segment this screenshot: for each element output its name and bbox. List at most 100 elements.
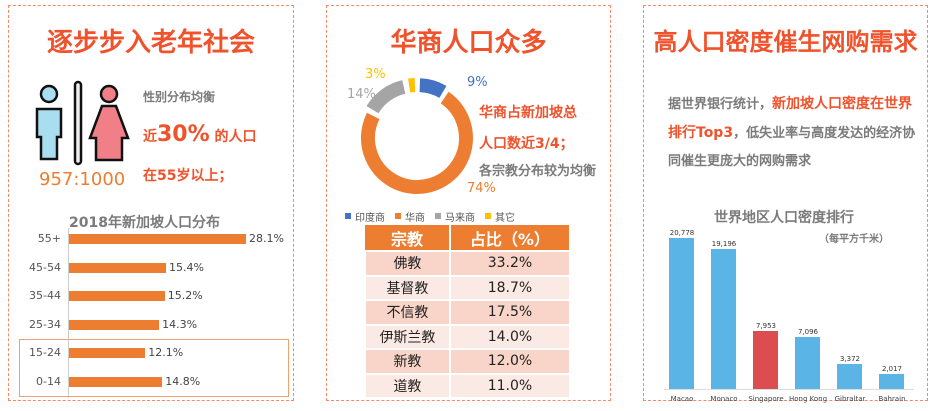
gender-label: 性别分布均衡 [143,90,216,104]
density-value: 19,196 [711,240,737,249]
table-row: 道教 11.0% [364,372,572,399]
para-a: 据世界银行统计， [668,97,773,112]
aging-line2: 在55岁以上； [143,168,233,184]
donut-slice-2 [366,80,406,114]
density-bar [753,331,778,389]
age-label: 0-14 [36,374,61,388]
col-religion: 宗教 [365,225,451,251]
share: 11.0% [448,372,572,399]
legend-label: 其它 [495,212,515,224]
donut-slice-0 [419,78,447,99]
religion-table: 宗教 占比（%） 佛教 33.2% 基督教 18.7% 不信教 17.5% 伊斯兰教 14… [364,225,572,399]
table-row: 新教 12.0% [364,348,572,375]
religion: 新教 [364,348,451,375]
legend-label: 华商 [405,212,425,224]
panel-title: 逐步步入老年社会 [46,28,255,58]
aging-line1: 近30% 的人口 [143,122,257,147]
age-axis [68,228,69,398]
age-chart-title: 2018年新加坡人口分布 [69,215,220,231]
density-bar [879,374,904,389]
legend-swatch [395,213,401,219]
legend-swatch [435,213,441,219]
share: 18.7% [448,274,572,301]
share: 14.0% [448,323,572,350]
table-row: 不信教 17.5% [364,299,572,326]
share: 17.5% [448,299,572,326]
density-label: Hong Kong [788,395,828,403]
age-bar [69,234,247,244]
age-value: 14.3% [162,317,198,331]
density-value: 2,017 [881,365,903,374]
density-value: 3,372 [839,355,861,364]
para-c: ，低失业率与高度发达的经济协同催生更庞大的网购需求 [668,126,916,169]
donut-legend: 印度商 华商 马来商 其它 [345,204,525,224]
share: 33.2% [448,250,572,277]
age-bar [69,376,163,387]
density-bar [795,337,820,389]
density-value: 20,778 [669,229,695,237]
density-chart-subtitle: （每平方千米） [819,234,889,245]
gender-ratio: 957:1000 [39,169,126,190]
chinese-text1: 华商占新加坡总 [479,105,577,121]
age-label: 55+ [37,232,61,245]
panel-title: 高人口密度催生网购需求 [653,28,918,56]
age-bar [69,348,146,358]
density-label: Singapore [748,395,784,403]
age-label: 35-44 [29,289,61,302]
age-label: 25-34 [29,317,61,331]
legend-item: 其它 [485,209,515,224]
donut-label: 9% [467,75,488,90]
divider-icon [73,80,83,166]
density-label: Monaco [710,395,738,403]
age-label: 15-24 [29,346,61,359]
age-value: 28.1% [249,232,284,245]
density-label: Macao [670,395,694,403]
legend-swatch [485,213,491,219]
donut-label: 74% [467,181,496,196]
table-row: 基督教 18.7% [364,274,572,301]
density-bar [669,238,694,389]
panel-title: 华商人口众多 [390,28,547,58]
female-icon [88,84,130,162]
age-bar [69,262,167,273]
density-bar [837,364,862,389]
chinese-text2: 人口数近3/4； [479,136,574,152]
density-baseline [664,389,914,390]
age-value: 15.4% [169,260,204,274]
density-value: 7,953 [755,322,777,331]
highlight-box [19,339,289,397]
gender-icon [35,80,130,166]
panel-chinese: 华商人口众多 9% 74% 14% 3% 华商占新加坡总 人口数近3/4； 各宗教分布… [326,5,611,401]
legend-label: 印度商 [355,212,385,224]
table-row: 伊斯兰教 14.0% [364,323,572,350]
religion: 基督教 [364,274,451,301]
density-label: Bahrain [878,395,906,403]
donut-slice-3 [408,78,416,93]
chinese-text3: 各宗教分布较为均衡 [479,164,597,179]
age-value: 15.2% [167,289,203,302]
donut-slice-1 [361,91,473,194]
ethnicity-donut: 9% 74% 14% 3% [347,67,496,196]
density-value: 7,096 [797,328,819,337]
religion: 佛教 [364,250,451,277]
col-share: 占比（%） [449,225,572,251]
density-bar [711,249,736,389]
religion: 不信教 [364,299,451,326]
age-bar [69,319,160,330]
religion: 伊斯兰教 [364,323,451,350]
age-bar [69,291,165,301]
aging-suffix: 的人口 [214,129,257,145]
religion: 道教 [364,372,451,399]
panel-aging: 逐步步入老年社会 957:1000 性别分布均衡 近30% 的人口 在55岁以上… [8,5,294,401]
density-label: Gibraltar [834,395,866,403]
density-chart-title: 世界地区人口密度排行 [714,210,854,226]
donut-label: 3% [365,67,386,82]
male-icon [35,84,63,161]
panel-density: 高人口密度催生网购需求 据世界银行统计，新加坡人口密度在世界排行Top3，低失业… [643,5,928,403]
age-label: 45-54 [29,260,61,274]
aging-percent: 30% [157,122,210,147]
legend-label: 马来商 [445,212,475,224]
aging-prefix: 近 [143,129,157,145]
legend-item: 马来商 [435,209,475,224]
para-b: 新加坡人口密度在世界排行Top3 [668,96,913,141]
